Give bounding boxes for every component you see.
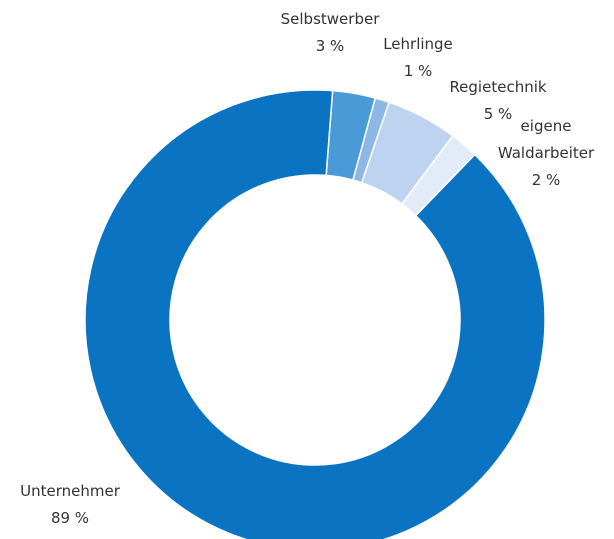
slice-label: Selbstwerber 3 % xyxy=(265,6,395,60)
category-label: Regietechnik xyxy=(449,78,547,96)
category-label: eigene Waldarbeiter xyxy=(497,117,595,162)
value-label: 2 % xyxy=(531,171,561,189)
slice-label: Regietechnik 5 % xyxy=(433,74,563,128)
donut-slice xyxy=(84,89,546,539)
category-label: Selbstwerber xyxy=(280,10,380,28)
slice-label: eigene Waldarbeiter 2 % xyxy=(491,113,601,194)
slice-label: Unternehmer 89 % xyxy=(0,478,140,532)
value-label: 89 % xyxy=(50,509,90,527)
value-label: 5 % xyxy=(483,105,513,123)
category-label: Unternehmer xyxy=(20,482,120,500)
value-label: 3 % xyxy=(315,37,345,55)
category-label: Lehrlinge xyxy=(383,35,453,53)
value-label: 1 % xyxy=(403,62,433,80)
slice-label: Lehrlinge 1 % xyxy=(353,31,483,85)
